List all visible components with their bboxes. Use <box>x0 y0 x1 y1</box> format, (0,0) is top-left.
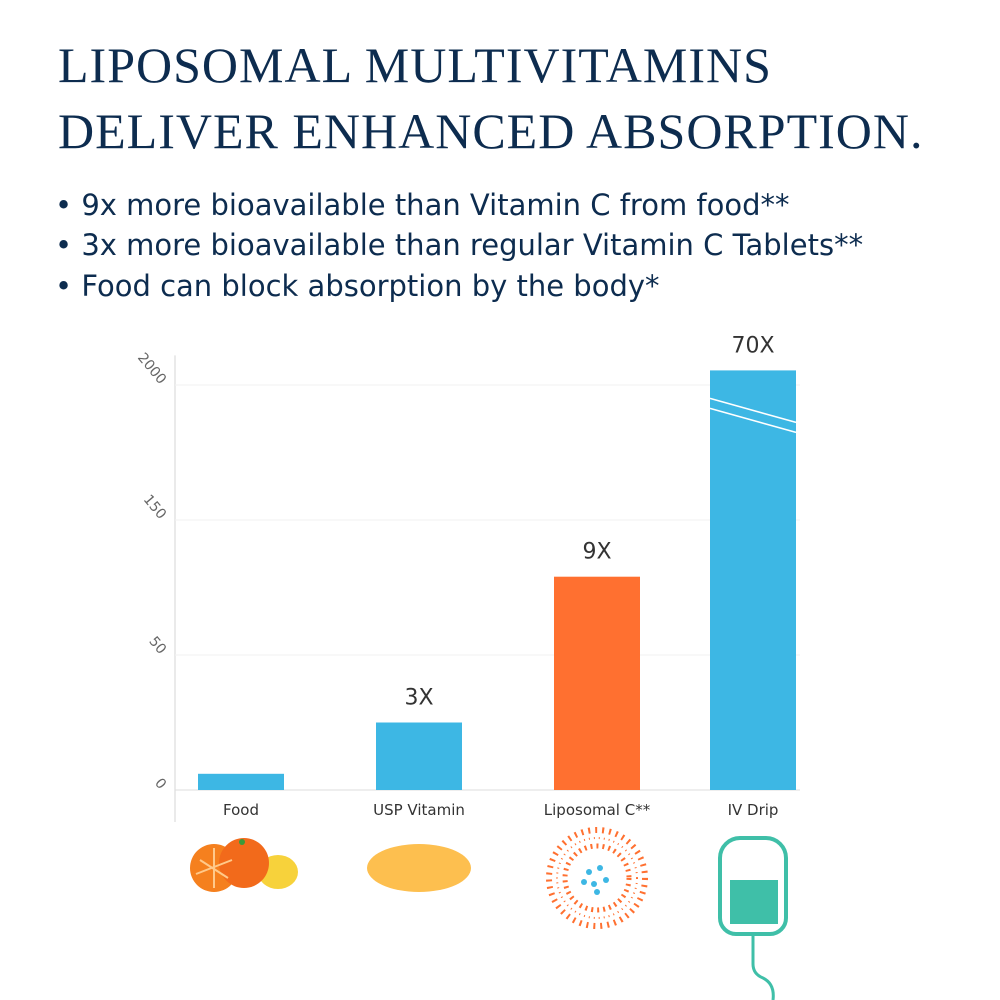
food-icon <box>190 838 298 892</box>
bar <box>554 576 640 790</box>
bullet: • 9x more bioavailable than Vitamin C fr… <box>55 188 790 222</box>
liposome-icon <box>546 827 648 929</box>
y-tick-label: 2000 <box>134 350 169 388</box>
y-tick-label: 50 <box>145 634 169 658</box>
bullet: • Food can block absorption by the body* <box>55 269 660 303</box>
bar-label: 3X <box>404 686 433 711</box>
plot: 0 50 150 2000 Food USP Vitamin 3X Liposomal C**… <box>134 333 800 822</box>
x-tick-label: Liposomal C** <box>544 801 651 819</box>
axis-break <box>709 397 797 434</box>
bar-label: 9X <box>582 540 611 565</box>
bar <box>710 370 796 790</box>
tablet-icon <box>367 844 471 892</box>
y-tick-label: 0 <box>151 775 169 792</box>
y-tick-label: 150 <box>140 492 169 523</box>
x-tick-label: IV Drip <box>728 801 779 819</box>
bullet: • 3x more bioavailable than regular Vita… <box>55 228 863 262</box>
bar-label: 70X <box>731 333 774 358</box>
iv-icon <box>718 836 788 1000</box>
title-line: LIPOSOMAL MULTIVITAMINS <box>58 37 772 93</box>
title-line: DELIVER ENHANCED ABSORPTION. <box>58 103 924 159</box>
x-tick-label: Food <box>223 801 259 819</box>
bar <box>376 722 462 790</box>
bar <box>198 773 284 790</box>
x-tick-label: USP Vitamin <box>373 801 465 819</box>
